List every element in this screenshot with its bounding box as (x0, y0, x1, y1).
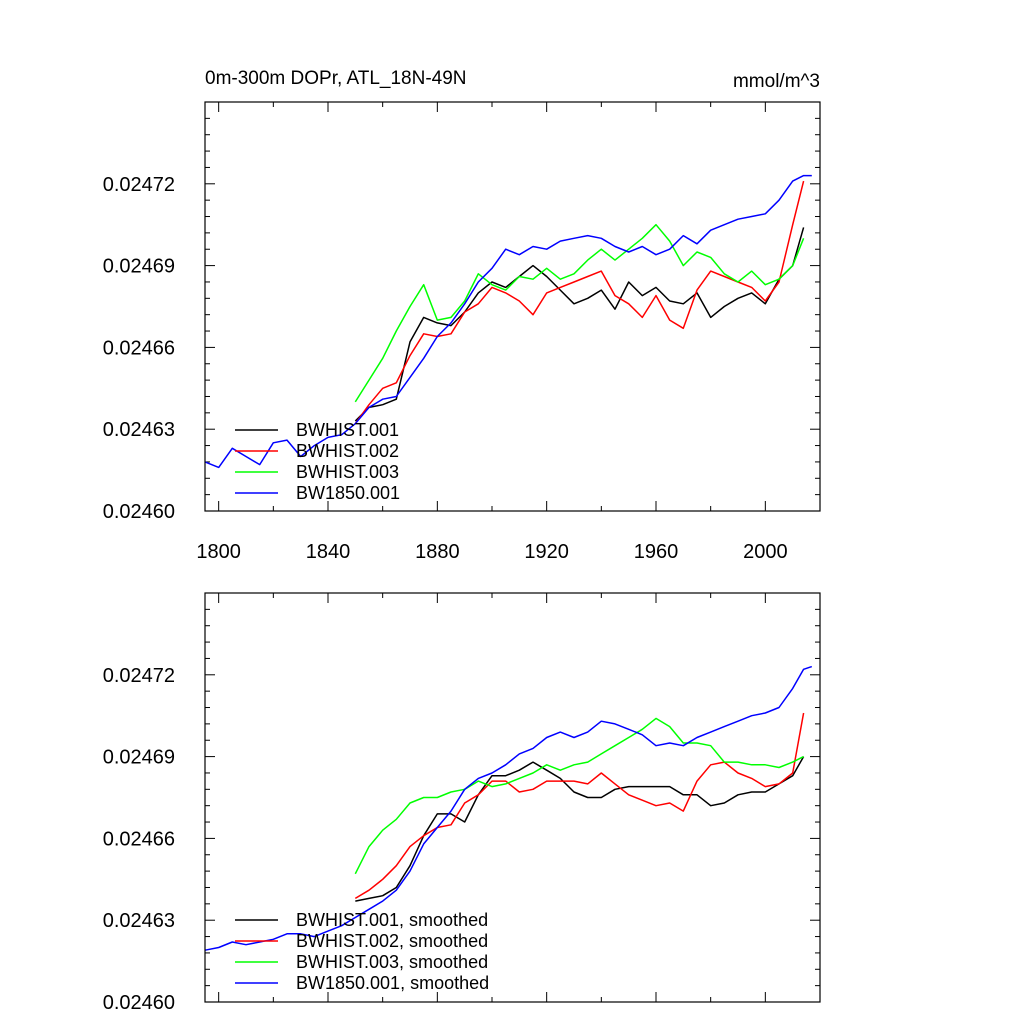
legend-label: BWHIST.002, smoothed (296, 931, 488, 951)
legend-label: BW1850.001, smoothed (296, 973, 489, 993)
bottom-panel-ticks (205, 592, 821, 1003)
legend-label: BWHIST.001 (296, 420, 399, 440)
top-panel-series (204, 174, 812, 469)
y-tick-label: 0.02469 (103, 747, 175, 769)
x-tick-label: 1920 (524, 541, 569, 563)
x-tick-label: 1840 (306, 541, 351, 563)
legend-label: BWHIST.002 (296, 441, 399, 461)
x-tick-label: 2000 (743, 541, 788, 563)
bottom-panel-y-tick-labels: 0.02460 0.02463 0.02466 0.02469 0.02472 (103, 665, 175, 1014)
series-line-3 (204, 174, 812, 469)
top-panel-y-tick-labels: 0.02460 0.02463 0.02466 0.02469 0.02472 (103, 174, 175, 523)
y-tick-label: 0.02460 (103, 992, 175, 1014)
y-tick-label: 0.02469 (103, 256, 175, 278)
series-line-3 (204, 665, 813, 951)
y-tick-label: 0.02472 (103, 665, 175, 687)
top-panel-x-tick-labels: 1800 1840 1880 1920 1960 2000 (196, 541, 787, 563)
y-tick-label: 0.02463 (103, 419, 175, 441)
x-tick-label: 1880 (415, 541, 460, 563)
y-tick-label: 0.02460 (103, 501, 175, 523)
top-panel-title: 0m-300m DOPr, ATL_18N-49N (205, 68, 467, 89)
y-tick-label: 0.02472 (103, 174, 175, 196)
legend-label: BWHIST.003 (296, 462, 399, 482)
series-line-1 (354, 712, 805, 900)
y-tick-label: 0.02466 (103, 828, 175, 850)
legend-label: BWHIST.001, smoothed (296, 910, 488, 930)
x-tick-label: 1960 (634, 541, 679, 563)
series-line-1 (354, 180, 805, 425)
top-panel: 0m-300m DOPr, ATL_18N-49N mmol/m^3 0.024… (103, 68, 821, 563)
x-tick-label: 1800 (196, 541, 241, 563)
bottom-panel-frame (204, 592, 821, 1003)
legend-label: BW1850.001 (296, 483, 400, 503)
top-panel-frame (204, 101, 821, 512)
series-line-0 (355, 756, 805, 902)
y-tick-label: 0.02463 (103, 910, 175, 932)
series-line-2 (354, 223, 805, 403)
bottom-panel-series (204, 665, 813, 951)
y-tick-label: 0.02466 (103, 337, 175, 359)
legend-label: BWHIST.003, smoothed (296, 952, 488, 972)
bottom-panel: 0.02460 0.02463 0.02466 0.02469 0.02472 BWHI… (103, 592, 821, 1014)
series-line-2 (354, 717, 804, 875)
series-line-0 (354, 227, 805, 422)
top-panel-units: mmol/m^3 (733, 71, 820, 92)
